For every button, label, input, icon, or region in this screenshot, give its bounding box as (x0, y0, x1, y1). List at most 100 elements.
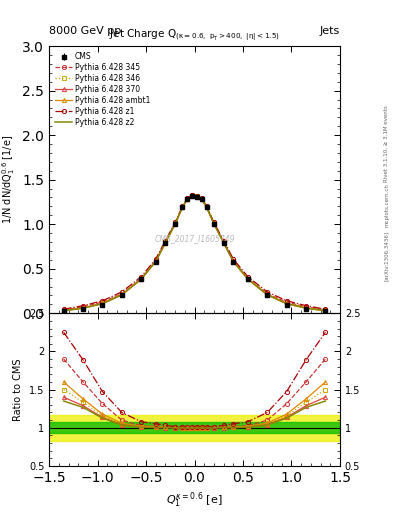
Pythia 6.428 ambt1 (81, 305, 85, 311)
Pythia 6.428 ambt1 (221, 239, 226, 245)
Pythia 6.428 370 (100, 301, 105, 307)
Pythia 6.428 z1 (204, 203, 209, 209)
Pythia 6.428 370 (284, 301, 289, 307)
Pythia 6.428 z2 (231, 259, 236, 265)
Pythia 6.428 345 (211, 220, 216, 226)
Text: Jet Charge Q$_{\mathregular{(\kappa=0.6,\ p_T>400,\ |\eta|<1.5)}}$: Jet Charge Q$_{\mathregular{(\kappa=0.6,… (109, 28, 280, 44)
Pythia 6.428 ambt1 (231, 258, 236, 264)
Pythia 6.428 z2 (284, 301, 289, 307)
Pythia 6.428 345 (195, 193, 199, 199)
Pythia 6.428 370 (173, 221, 178, 227)
Pythia 6.428 z1 (231, 256, 236, 262)
Pythia 6.428 z2 (246, 276, 250, 282)
Pythia 6.428 370 (265, 292, 270, 298)
Pythia 6.428 z2 (180, 204, 185, 210)
Pythia 6.428 346 (185, 196, 190, 202)
Pythia 6.428 370 (246, 276, 250, 282)
Pythia 6.428 z2 (81, 305, 85, 311)
Pythia 6.428 ambt1 (153, 258, 158, 264)
Pythia 6.428 346 (180, 204, 185, 210)
Pythia 6.428 370 (81, 305, 85, 311)
Pythia 6.428 345 (200, 196, 204, 202)
Pythia 6.428 z1 (180, 203, 185, 209)
Pythia 6.428 370 (231, 259, 236, 265)
Pythia 6.428 z2 (265, 292, 270, 298)
Pythia 6.428 z2 (323, 308, 328, 314)
Y-axis label: Ratio to CMS: Ratio to CMS (13, 358, 23, 421)
Pythia 6.428 z2 (163, 240, 168, 246)
Pythia 6.428 z2 (211, 221, 216, 227)
Pythia 6.428 ambt1 (163, 239, 168, 245)
Pythia 6.428 ambt1 (284, 300, 289, 306)
Pythia 6.428 346 (61, 308, 66, 314)
Pythia 6.428 ambt1 (265, 291, 270, 297)
Pythia 6.428 346 (200, 196, 204, 202)
Pythia 6.428 z1 (284, 297, 289, 304)
Pythia 6.428 346 (323, 308, 328, 314)
Pythia 6.428 345 (204, 204, 209, 210)
Pythia 6.428 ambt1 (100, 300, 105, 306)
Pythia 6.428 346 (173, 220, 178, 226)
Text: [arXiv:1306.3436]: [arXiv:1306.3436] (384, 231, 389, 281)
Pythia 6.428 370 (139, 276, 143, 282)
Y-axis label: 1/N dN/dQ$_1^{0.6}$ [1/e]: 1/N dN/dQ$_1^{0.6}$ [1/e] (0, 135, 17, 224)
Pythia 6.428 345 (304, 304, 309, 310)
Pythia 6.428 345 (265, 291, 270, 297)
Pythia 6.428 370 (195, 194, 199, 200)
Pythia 6.428 346 (100, 301, 105, 307)
Pythia 6.428 z1 (323, 306, 328, 312)
Line: Pythia 6.428 345: Pythia 6.428 345 (62, 193, 327, 312)
Pythia 6.428 z2 (139, 276, 143, 282)
Pythia 6.428 346 (139, 276, 143, 282)
Line: Pythia 6.428 370: Pythia 6.428 370 (62, 194, 327, 313)
Pythia 6.428 370 (211, 221, 216, 227)
Pythia 6.428 ambt1 (204, 204, 209, 210)
Pythia 6.428 z2 (173, 221, 178, 227)
Pythia 6.428 370 (153, 259, 158, 265)
Pythia 6.428 z1 (100, 297, 105, 304)
Pythia 6.428 346 (221, 240, 226, 246)
Text: mcplots.cern.ch: mcplots.cern.ch (384, 183, 389, 227)
Text: Rivet 3.1.10, ≥ 3.1M events: Rivet 3.1.10, ≥ 3.1M events (384, 105, 389, 182)
Pythia 6.428 z1 (304, 303, 309, 309)
Pythia 6.428 ambt1 (304, 305, 309, 311)
Pythia 6.428 ambt1 (61, 307, 66, 313)
Pythia 6.428 z1 (211, 219, 216, 225)
Pythia 6.428 345 (61, 307, 66, 313)
Pythia 6.428 346 (190, 193, 195, 199)
Line: Pythia 6.428 z1: Pythia 6.428 z1 (62, 193, 327, 311)
Pythia 6.428 ambt1 (185, 196, 190, 202)
Pythia 6.428 346 (231, 258, 236, 264)
Text: 8000 GeV pp: 8000 GeV pp (49, 26, 121, 36)
Pythia 6.428 ambt1 (195, 193, 199, 199)
Pythia 6.428 346 (265, 291, 270, 297)
Pythia 6.428 370 (163, 240, 168, 246)
Pythia 6.428 345 (221, 239, 226, 245)
Pythia 6.428 z2 (185, 197, 190, 203)
Pythia 6.428 z1 (163, 238, 168, 244)
Pythia 6.428 ambt1 (323, 307, 328, 313)
Pythia 6.428 345 (246, 275, 250, 282)
Pythia 6.428 z1 (119, 289, 124, 295)
Pythia 6.428 z1 (153, 256, 158, 262)
X-axis label: $Q_1^{\kappa=0.6}$ [e]: $Q_1^{\kappa=0.6}$ [e] (166, 490, 223, 510)
Pythia 6.428 ambt1 (180, 204, 185, 210)
Pythia 6.428 346 (81, 305, 85, 311)
Pythia 6.428 z2 (304, 305, 309, 311)
Pythia 6.428 370 (204, 204, 209, 210)
Pythia 6.428 346 (119, 291, 124, 297)
Pythia 6.428 370 (221, 240, 226, 246)
Line: Pythia 6.428 ambt1: Pythia 6.428 ambt1 (62, 194, 327, 312)
Pythia 6.428 346 (153, 258, 158, 264)
Pythia 6.428 345 (139, 275, 143, 282)
Pythia 6.428 z1 (61, 306, 66, 312)
Text: Jets: Jets (320, 26, 340, 36)
Pythia 6.428 z2 (200, 197, 204, 203)
Pythia 6.428 345 (173, 220, 178, 226)
Pythia 6.428 z1 (81, 303, 85, 309)
Pythia 6.428 370 (180, 204, 185, 210)
Pythia 6.428 z1 (173, 219, 178, 225)
Pythia 6.428 345 (153, 258, 158, 264)
Line: Pythia 6.428 z2: Pythia 6.428 z2 (64, 196, 325, 311)
Pythia 6.428 345 (119, 291, 124, 297)
